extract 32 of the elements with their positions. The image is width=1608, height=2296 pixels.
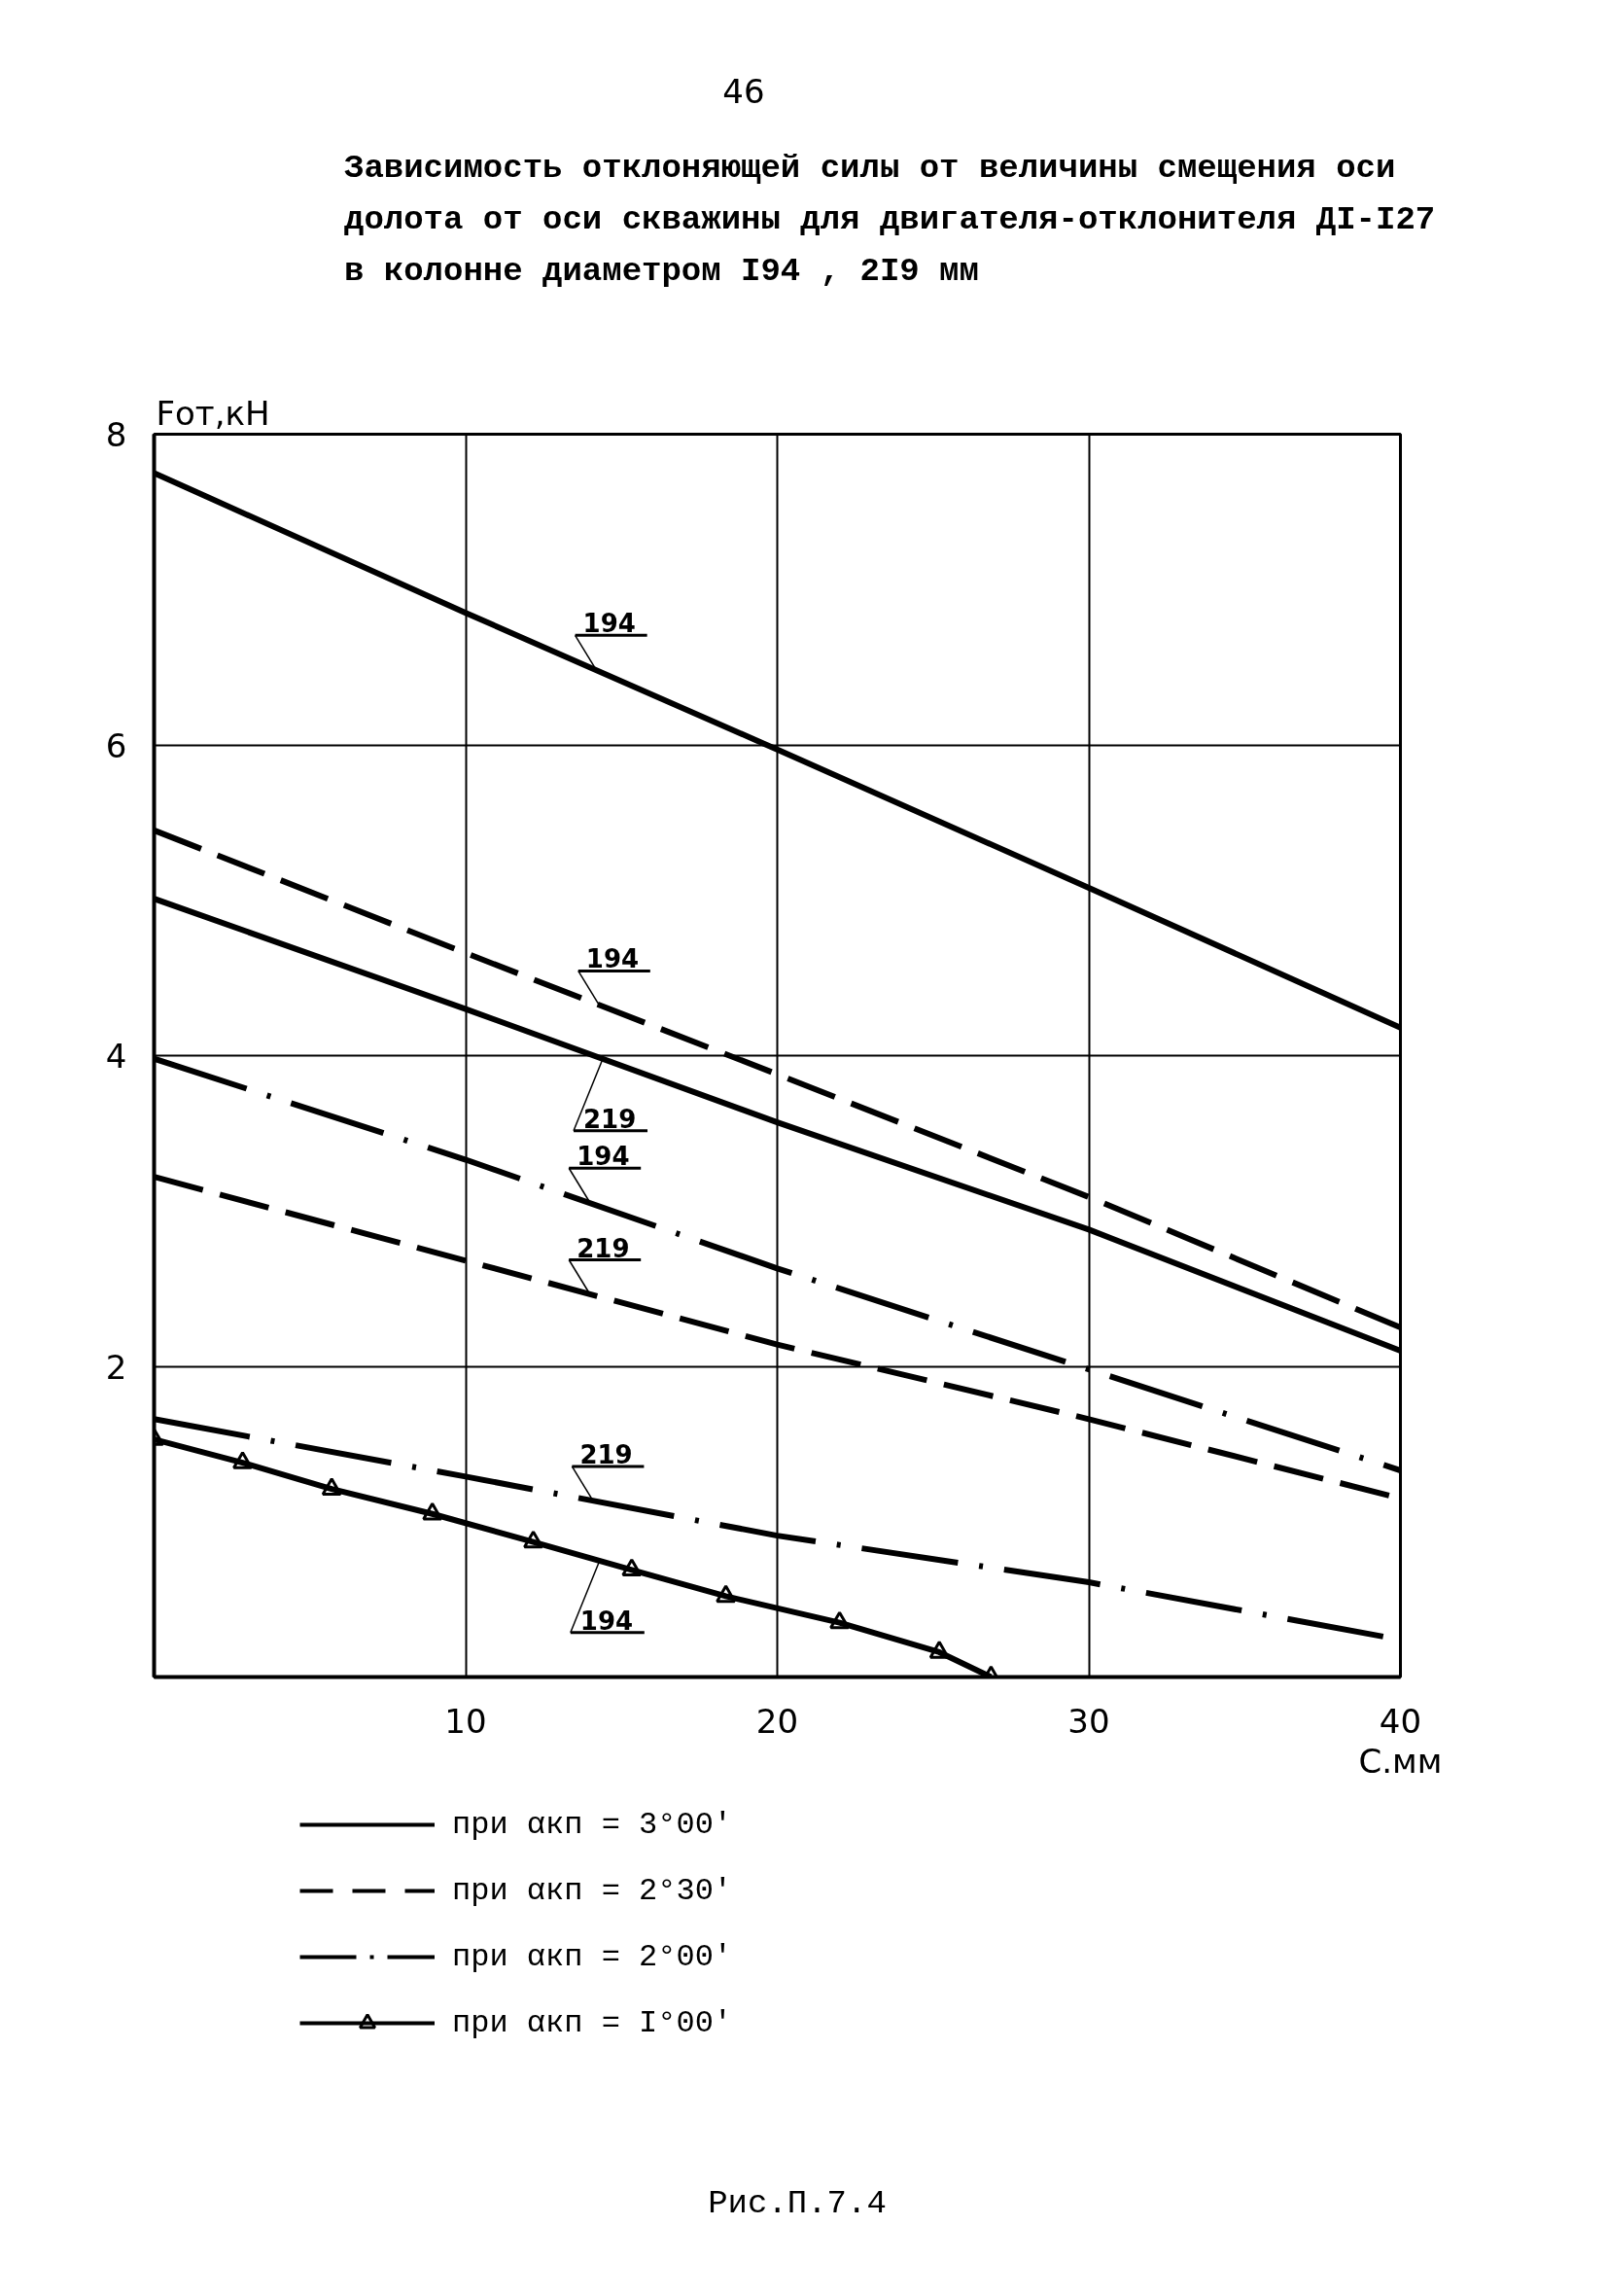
- y-tick-label: 2: [105, 1347, 127, 1387]
- legend-label: при αкп = 3°00': [452, 1806, 733, 1843]
- point: [321, 1477, 342, 1496]
- point: [232, 1451, 254, 1469]
- legend-label: при αкп = I°00': [452, 2004, 733, 2041]
- annotation: 194: [577, 1142, 630, 1172]
- annotation: 219: [583, 1104, 637, 1134]
- x-axis-title: С.мм: [1358, 1741, 1443, 1781]
- annotation: 194: [585, 944, 640, 974]
- annotation: 194: [582, 609, 636, 639]
- x-tick-label: 40: [1379, 1701, 1422, 1741]
- y-tick-label: 8: [105, 415, 127, 454]
- text: 46: [721, 71, 766, 113]
- point: [716, 1584, 737, 1604]
- point: [829, 1610, 851, 1630]
- x-tick-label: 10: [444, 1701, 487, 1741]
- text: Рис.П.7.4: [707, 2184, 888, 2224]
- annotation: 219: [577, 1233, 630, 1263]
- point: [621, 1558, 643, 1576]
- chart-title: Зависимость отклоняющей силы от величины смещения оси долота от оси скважины для двигателя-отклонителя ДI-I27 в колонне диаметром I94 , 2I9 мм: [344, 149, 1436, 292]
- annotation: 194: [579, 1606, 634, 1636]
- legend-label: при αкп = 2°30': [452, 1872, 733, 1909]
- point: [928, 1641, 950, 1659]
- y-axis-title: Fот,кН: [156, 393, 270, 433]
- legend-label: при αкп = 2°00': [452, 1938, 733, 1975]
- point: [422, 1501, 443, 1521]
- x-tick-label: 30: [1067, 1701, 1110, 1741]
- annotation: 219: [579, 1439, 633, 1469]
- x-tick-label: 20: [755, 1701, 799, 1741]
- y-tick-label: 4: [105, 1037, 127, 1076]
- point: [523, 1530, 544, 1549]
- y-tick-label: 6: [105, 725, 127, 765]
